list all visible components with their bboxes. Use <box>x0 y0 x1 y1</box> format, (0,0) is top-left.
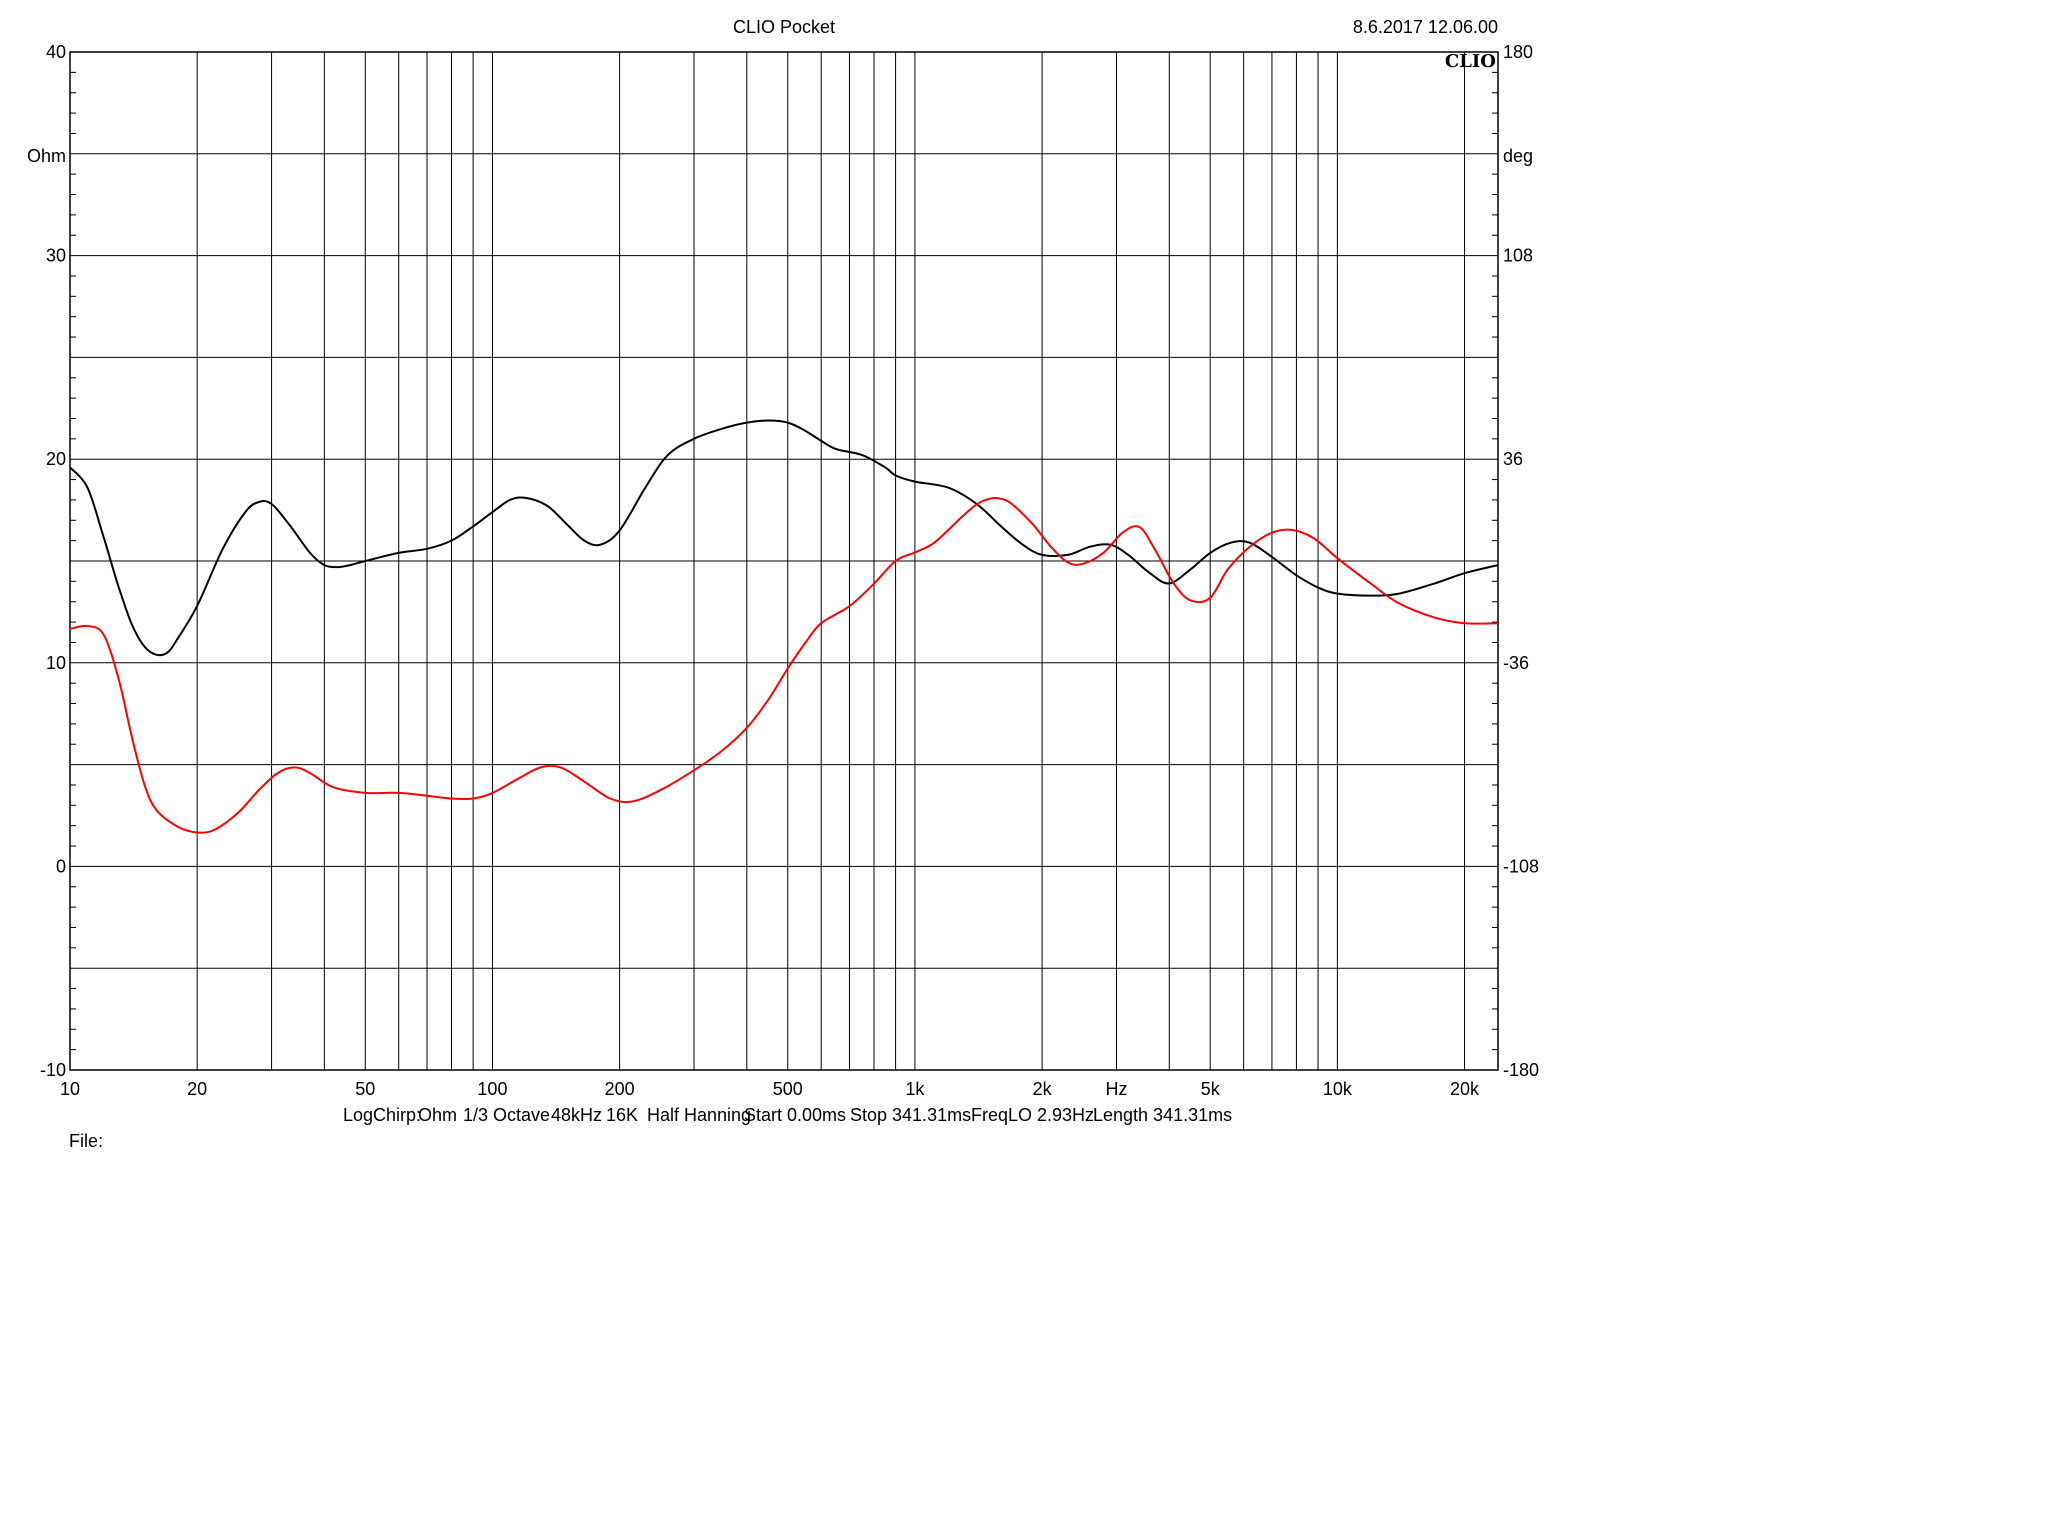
y-right-tick-label: 108 <box>1503 246 1533 266</box>
y-right-tick-label: -108 <box>1503 856 1539 876</box>
y-right-unit-label: deg <box>1503 146 1533 166</box>
x-tick-label: 50 <box>355 1079 375 1099</box>
measurement-parameter: 16K <box>606 1105 638 1125</box>
y-right-tick-label: 36 <box>1503 449 1523 469</box>
measurement-parameter: 1/3 Octave <box>463 1105 550 1125</box>
measurement-parameters: LogChirp:Ohm 1/3 Octave 48kHz 16K Half Hanni… <box>343 1105 1232 1125</box>
impedance-curve <box>69 419 1499 657</box>
measurement-parameter: 48kHz <box>551 1105 602 1125</box>
chart-title: CLIO Pocket <box>733 17 835 37</box>
y-left-tick-label: 20 <box>46 449 66 469</box>
y-left-tick-label: 30 <box>46 246 66 266</box>
measurement-parameter: FreqLO 2.93Hz <box>971 1105 1094 1125</box>
x-tick-label: 200 <box>605 1079 635 1099</box>
plot-area: 10 20 50 100 200 500 1k 2k 5k 10k 20kHz403020100-1… <box>40 42 1539 1099</box>
x-tick-label: 100 <box>477 1079 507 1099</box>
measurement-parameter: Stop 341.31ms <box>850 1105 971 1125</box>
x-tick-label: 10k <box>1323 1079 1353 1099</box>
y-left-tick-label: 40 <box>46 42 66 62</box>
timestamp: 8.6.2017 12.06.00 <box>1353 17 1498 37</box>
x-tick-label: 2k <box>1033 1079 1053 1099</box>
y-right-tick-label: -36 <box>1503 653 1529 673</box>
y-left-tick-label: -10 <box>40 1060 66 1080</box>
y-left-tick-label: 10 <box>46 653 66 673</box>
measurement-parameter: Ohm <box>418 1105 457 1125</box>
brand-logo: CLIO <box>1445 51 1496 72</box>
measurement-parameter: Length 341.31ms <box>1093 1105 1232 1125</box>
x-tick-label: 10 <box>60 1079 80 1099</box>
measurement-parameter: Start 0.00ms <box>744 1105 846 1125</box>
y-left-unit-label: Ohm <box>27 146 66 166</box>
x-tick-label: 20 <box>187 1079 207 1099</box>
y-right-tick-label: 180 <box>1503 42 1533 62</box>
plot-frame <box>69 51 1499 1071</box>
file-label: File: <box>69 1131 103 1151</box>
y-left-tick-label: 0 <box>56 856 66 876</box>
x-tick-label: 5k <box>1201 1079 1221 1099</box>
x-tick-label: 500 <box>773 1079 803 1099</box>
phase-curve <box>69 497 1499 834</box>
y-right-tick-label: -180 <box>1503 1060 1539 1080</box>
x-tick-label: 1k <box>905 1079 925 1099</box>
measurement-parameter: Half Hanning <box>647 1105 751 1125</box>
x-unit-label: Hz <box>1105 1079 1127 1099</box>
measurement-parameter: LogChirp: <box>343 1105 421 1125</box>
x-tick-label: 20k <box>1450 1079 1480 1099</box>
